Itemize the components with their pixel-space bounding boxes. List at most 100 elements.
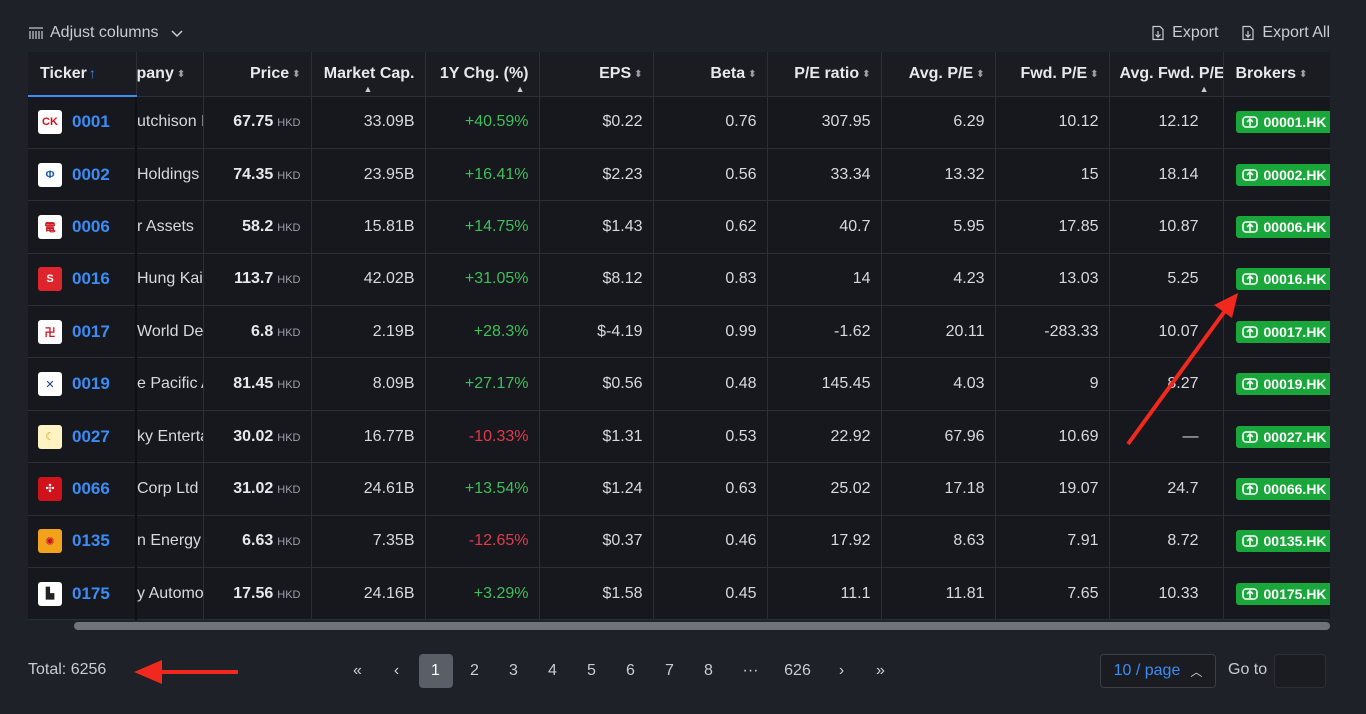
broker-button[interactable]: 00175.HK xyxy=(1235,582,1329,605)
broker-label: 00002.HK xyxy=(1263,166,1327,183)
beta-cell: 0.99 xyxy=(653,305,768,359)
broker-cell: 00001.HK xyxy=(1223,96,1330,149)
currency-label: HKD xyxy=(277,379,301,392)
ticker-link[interactable]: 0001 xyxy=(72,112,110,132)
ticker-link[interactable]: 0016 xyxy=(72,269,110,289)
table-row[interactable]: CK 0001 utchison I 67.75 HKD 33.09B +40.59% $0.… xyxy=(28,96,1330,149)
broker-button[interactable]: 00001.HK xyxy=(1235,111,1329,134)
table-row[interactable]: ▙ 0175 y Automo 17.56 HKD 24.16B +3.29% $1.58 0.… xyxy=(28,567,1330,620)
ticker-cell[interactable]: 卍 0017 xyxy=(28,305,137,359)
broker-button[interactable]: 00019.HK xyxy=(1235,373,1329,396)
broker-link-icon xyxy=(1241,587,1258,601)
prev-page-icon[interactable]: ‹ xyxy=(393,662,400,679)
ticker-cell[interactable]: 電 0006 xyxy=(28,200,137,254)
broker-link-icon xyxy=(1241,534,1258,548)
page-1-button[interactable]: 1 xyxy=(418,654,453,688)
broker-cell: 00017.HK xyxy=(1223,305,1330,359)
sort-icon: ⬍ xyxy=(748,68,757,80)
ticker-link[interactable]: 0006 xyxy=(72,216,110,236)
header-avg-pe[interactable]: Avg. P/E ⬍ xyxy=(881,52,996,97)
table-row[interactable]: 電 0006 r Assets 58.2 HKD 15.81B +14.75% $1.43 0.… xyxy=(28,200,1330,254)
ticker-link[interactable]: 0066 xyxy=(72,478,110,498)
first-page-icon[interactable]: « xyxy=(353,662,362,679)
page-8-button[interactable]: 8 xyxy=(704,662,713,679)
ticker-link[interactable]: 0175 xyxy=(72,583,110,603)
broker-link-icon xyxy=(1241,272,1258,286)
broker-cell: 00066.HK xyxy=(1223,462,1330,516)
export-all-button[interactable]: Export All xyxy=(1240,24,1330,42)
page-size-select[interactable]: 10 / page ︿ xyxy=(1100,654,1216,688)
horizontal-scrollbar[interactable] xyxy=(74,622,1330,630)
export-button[interactable]: Export xyxy=(1150,24,1218,42)
page-4-button[interactable]: 4 xyxy=(548,662,557,679)
broker-cell: 00175.HK xyxy=(1223,567,1330,620)
broker-button[interactable]: 00135.HK xyxy=(1235,530,1329,553)
header-1y-change-label: 1Y Chg. (%) xyxy=(439,64,529,82)
broker-button[interactable]: 00016.HK xyxy=(1235,268,1329,291)
beta-cell: 0.56 xyxy=(653,148,768,202)
sort-asc-icon: ↑ xyxy=(88,64,96,81)
pe-cell: 33.34 xyxy=(767,148,882,202)
ticker-link[interactable]: 0017 xyxy=(72,321,110,341)
sort-icon: ⬍ xyxy=(1090,68,1099,80)
header-brokers[interactable]: Brokers ⬍ xyxy=(1223,52,1330,97)
page-5-button[interactable]: 5 xyxy=(587,662,596,679)
ticker-link[interactable]: 0135 xyxy=(72,531,110,551)
last-page-icon[interactable]: » xyxy=(876,662,885,679)
ticker-cell[interactable]: CK 0001 xyxy=(28,96,137,149)
table-row[interactable]: ☾ 0027 ky Enterta 30.02 HKD 16.77B -10.33% $1.3… xyxy=(28,410,1330,464)
table-row[interactable]: ✣ 0066 Corp Ltd 31.02 HKD 24.61B +13.54% $1.24 0… xyxy=(28,462,1330,516)
header-ticker[interactable]: Ticker ↑ xyxy=(28,52,137,97)
next-page-icon[interactable]: › xyxy=(838,662,845,679)
broker-button[interactable]: 00066.HK xyxy=(1235,477,1329,500)
company-name: e Pacific A xyxy=(137,375,202,393)
table-row[interactable]: 卍 0017 World De 6.8 HKD 2.19B +28.3% $-4.19 0.99… xyxy=(28,305,1330,359)
header-beta[interactable]: Beta ⬍ xyxy=(653,52,768,97)
page-ellipsis[interactable]: ··· xyxy=(742,662,759,679)
pe-cell: 22.92 xyxy=(767,410,882,464)
header-price[interactable]: Price ⬍ xyxy=(203,52,312,97)
ticker-cell[interactable]: ▙ 0175 xyxy=(28,567,137,620)
broker-button[interactable]: 00017.HK xyxy=(1235,320,1329,343)
header-brokers-label: Brokers xyxy=(1235,64,1296,82)
header-pe[interactable]: P/E ratio ⬍ xyxy=(767,52,882,97)
price-value: 6.63 xyxy=(242,532,274,550)
broker-label: 00017.HK xyxy=(1263,323,1327,340)
ticker-link[interactable]: 0019 xyxy=(72,374,110,394)
ticker-link[interactable]: 0002 xyxy=(72,164,110,184)
page-7-button[interactable]: 7 xyxy=(665,662,674,679)
page-3-button[interactable]: 3 xyxy=(509,662,518,679)
broker-button[interactable]: 00027.HK xyxy=(1235,425,1329,448)
ticker-cell[interactable]: S 0016 xyxy=(28,253,137,307)
header-1y-change[interactable]: 1Y Chg. (%) ▲ xyxy=(425,52,540,97)
currency-label: HKD xyxy=(277,169,301,182)
market-cap-cell: 24.16B xyxy=(311,567,426,620)
page-2-button[interactable]: 2 xyxy=(470,662,479,679)
adjust-columns-button[interactable]: Adjust columns xyxy=(28,24,185,42)
header-market-cap[interactable]: Market Cap. ▲ xyxy=(311,52,426,97)
ticker-cell[interactable]: Φ 0002 xyxy=(28,148,137,202)
ticker-cell[interactable]: ✕ 0019 xyxy=(28,357,137,411)
header-fwd-pe[interactable]: Fwd. P/E ⬍ xyxy=(995,52,1110,97)
ticker-cell[interactable]: ☾ 0027 xyxy=(28,410,137,464)
beta-cell: 0.62 xyxy=(653,200,768,254)
ticker-cell[interactable]: ✺ 0135 xyxy=(28,515,137,569)
header-eps[interactable]: EPS ⬍ xyxy=(539,52,654,97)
last-page-number-button[interactable]: 626 xyxy=(784,662,811,679)
header-avg-fwd-pe[interactable]: Avg. Fwd. P/E ▲ xyxy=(1109,52,1224,97)
broker-button[interactable]: 00006.HK xyxy=(1235,215,1329,238)
broker-button[interactable]: 00002.HK xyxy=(1235,163,1329,186)
chevron-up-icon: ▲ xyxy=(363,83,373,94)
price-value: 67.75 xyxy=(233,113,274,131)
header-company[interactable]: pany ⬍ xyxy=(136,52,204,97)
table-row[interactable]: ✺ 0135 n Energy 6.63 HKD 7.35B -12.65% $0.37 0.4… xyxy=(28,515,1330,569)
ticker-cell[interactable]: ✣ 0066 xyxy=(28,462,137,516)
page-6-button[interactable]: 6 xyxy=(626,662,635,679)
ticker-link[interactable]: 0027 xyxy=(72,426,110,446)
broker-link-icon xyxy=(1241,220,1258,234)
table-row[interactable]: Φ 0002 Holdings 74.35 HKD 23.95B +16.41% $2.23 0… xyxy=(28,148,1330,202)
eps-cell: $0.37 xyxy=(539,515,654,569)
goto-page-input[interactable] xyxy=(1274,654,1326,688)
